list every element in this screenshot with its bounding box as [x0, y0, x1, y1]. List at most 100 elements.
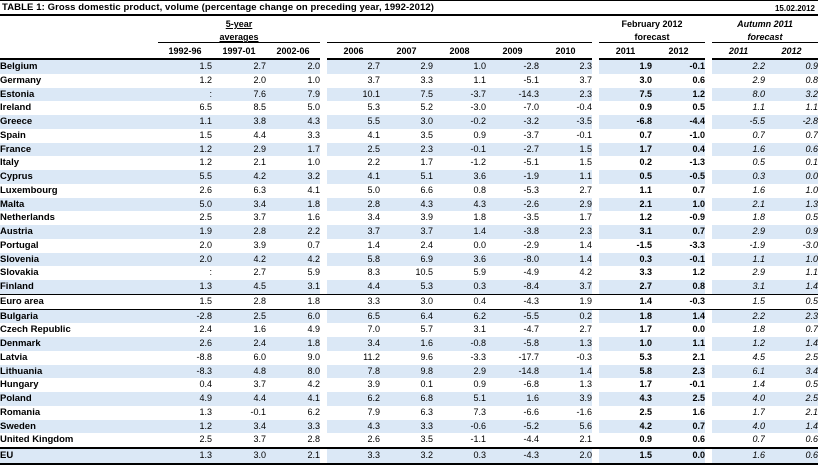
value-cell: -3.7 — [433, 87, 486, 102]
value-cell: 2.9 — [752, 267, 766, 278]
column-gap — [705, 16, 712, 29]
value-cell: 6.4 — [380, 309, 433, 324]
february-forecast-label-2: forecast — [599, 29, 706, 43]
value-cell: 1.7 — [420, 157, 433, 168]
value-cell: 1.4 — [765, 280, 818, 295]
value-cell: -0.1 — [652, 59, 706, 74]
value-cell: 7.6 — [212, 87, 266, 102]
value-cell: 5.8 — [327, 252, 380, 267]
value-cell: 3.8 — [212, 115, 266, 129]
value-cell: 0.2 — [539, 309, 592, 324]
value-cell: 1.3 — [158, 447, 212, 465]
value-cell: 2.8 — [212, 293, 266, 310]
value-cell: 3.7 — [380, 225, 433, 239]
value-cell: 1.4 — [765, 337, 818, 351]
value-cell: 1.0 — [433, 59, 486, 74]
value-cell: 1.6 — [712, 142, 766, 157]
value-cell: -3.5 — [523, 212, 539, 223]
column-gap — [705, 59, 713, 74]
value-cell: 2.7 — [327, 59, 380, 74]
gdp-table: 5-year February 2012 Autumn 2011 average… — [0, 16, 818, 465]
value-cell: 4.2 — [266, 252, 320, 267]
value-cell: 4.9 — [158, 392, 212, 406]
value-cell: 5.3 — [380, 280, 433, 295]
value-cell: 1.6 — [692, 406, 706, 417]
value-cell: 0.6 — [765, 447, 818, 465]
value-cell: -14.3 — [486, 87, 539, 102]
column-gap — [592, 406, 599, 420]
value-cell: 1.0 — [805, 184, 818, 195]
value-cell: 2.2 — [266, 225, 320, 239]
value-cell: 1.8 — [266, 293, 320, 310]
value-cell: 9.0 — [307, 351, 320, 362]
value-cell: -0.1 — [433, 142, 486, 157]
value-cell: 1.5 — [599, 447, 652, 465]
value-cell: 2.6 — [199, 184, 212, 195]
column-gap — [320, 293, 327, 310]
value-cell: 3.1 — [266, 280, 320, 295]
value-cell: 6.0 — [253, 351, 266, 362]
value-cell: 0.3 — [599, 252, 652, 267]
column-gap — [592, 364, 599, 379]
value-cell: 1.9 — [599, 59, 652, 74]
value-cell: 2.5 — [652, 392, 706, 406]
value-cell: 9.6 — [420, 351, 433, 362]
value-cell: 4.1 — [367, 129, 380, 140]
value-cell: 2.8 — [307, 434, 320, 445]
value-cell: 0.2 — [639, 157, 652, 168]
value-cell: 5.6 — [539, 419, 592, 434]
column-gap — [320, 280, 327, 295]
table-row: Germany 1.2 2.0 1.0 3.7 3.3 1.1 -5.1 3.7 3.0 0.6 2.… — [0, 74, 818, 88]
value-cell: 2.6 — [367, 434, 380, 445]
value-cell: 2.6 — [158, 337, 212, 351]
value-cell: 4.2 — [307, 379, 320, 390]
column-gap — [320, 115, 327, 129]
value-cell: 3.4 — [212, 419, 266, 434]
value-cell: -1.3 — [689, 157, 706, 168]
value-cell: 0.1 — [420, 379, 433, 390]
value-cell: 3.4 — [212, 197, 266, 212]
value-cell: 0.4 — [433, 293, 486, 310]
column-gap — [705, 252, 713, 267]
value-cell: 0.8 — [652, 280, 706, 295]
column-gap — [320, 29, 327, 43]
column-gap — [592, 252, 599, 267]
value-cell: 3.0 — [212, 447, 266, 465]
value-cell: 1.8 — [266, 337, 320, 351]
value-cell: 3.9 — [420, 212, 433, 223]
value-cell: -0.8 — [433, 337, 486, 351]
value-cell: 0.6 — [765, 142, 818, 157]
value-cell: 1.6 — [253, 324, 266, 335]
autumn-forecast-label-2: forecast — [712, 29, 818, 43]
country-label: Lithuania — [0, 364, 158, 379]
value-cell: 2.1 — [253, 157, 266, 168]
value-cell: 4.2 — [212, 252, 266, 267]
value-cell: 0.8 — [473, 184, 486, 195]
column-gap — [705, 87, 713, 102]
value-cell: 2.5 — [805, 351, 818, 362]
value-cell: 1.2 — [199, 157, 212, 168]
value-cell: 2.1 — [599, 197, 652, 212]
value-cell: 0.9 — [639, 102, 652, 113]
column-gap — [592, 16, 599, 29]
value-cell: 1.5 — [158, 59, 212, 74]
value-cell: -2.9 — [523, 239, 539, 250]
value-cell: 3.6 — [433, 252, 486, 267]
value-cell: 2.9 — [539, 197, 592, 212]
value-cell: 2.7 — [599, 280, 652, 295]
value-cell: 6.2 — [433, 309, 486, 324]
year-column-header: 2010 — [539, 42, 592, 60]
value-cell: 2.0 — [539, 447, 592, 465]
value-cell: 1.0 — [652, 197, 706, 212]
value-cell: 2.2 — [712, 309, 766, 324]
value-cell: 1.2 — [692, 267, 706, 278]
value-cell: 1.8 — [752, 324, 766, 335]
value-cell: -0.1 — [250, 406, 266, 417]
value-cell: 2.9 — [712, 225, 766, 239]
header-years-row: 1992-96 1997-01 2002-06 2006 2007 2008 2… — [0, 42, 818, 60]
value-cell: 5.5 — [327, 115, 380, 129]
value-cell: -3.3 — [689, 239, 706, 250]
table-row: Slovenia 2.0 4.2 4.2 5.8 6.9 3.6 -8.0 1.4 0.3 -0.1… — [0, 252, 818, 267]
value-cell: 2.5 — [765, 392, 818, 406]
value-cell: -5.5 — [486, 309, 539, 324]
